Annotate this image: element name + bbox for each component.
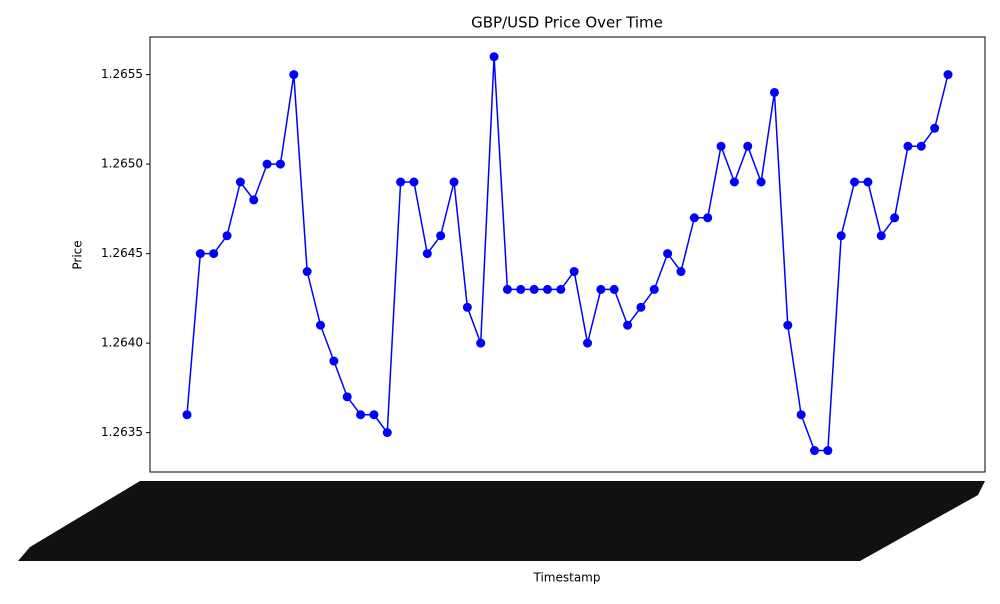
price-marker — [743, 141, 753, 151]
price-marker — [836, 231, 846, 241]
y-axis-label: Price — [71, 240, 85, 269]
price-marker — [676, 267, 686, 277]
y-tick-label: 1.2650 — [101, 157, 143, 171]
price-marker — [302, 267, 312, 277]
price-marker — [209, 249, 219, 259]
price-marker — [356, 410, 366, 420]
price-marker — [809, 446, 819, 456]
price-marker — [823, 446, 833, 456]
price-marker — [182, 410, 192, 420]
price-marker — [623, 320, 633, 330]
price-marker — [649, 284, 659, 294]
price-marker — [569, 267, 579, 277]
price-marker — [382, 428, 392, 438]
price-marker — [195, 249, 205, 259]
price-line — [186, 56, 949, 452]
price-marker — [235, 177, 245, 187]
x-axis-label: Timestamp — [533, 571, 601, 585]
price-marker — [636, 302, 646, 312]
price-marker — [502, 284, 512, 294]
price-marker — [409, 177, 419, 187]
price-marker — [890, 213, 900, 223]
plot-frame — [149, 36, 986, 473]
price-marker — [516, 284, 526, 294]
price-marker — [329, 356, 339, 366]
price-marker — [275, 159, 285, 169]
price-marker — [930, 123, 940, 133]
price-marker — [729, 177, 739, 187]
y-tick-label: 1.2635 — [101, 425, 143, 439]
chart-title: GBP/USD Price Over Time — [471, 14, 663, 32]
price-marker — [596, 284, 606, 294]
price-marker — [796, 410, 806, 420]
price-marker — [542, 284, 552, 294]
price-marker — [249, 195, 259, 205]
price-marker — [716, 141, 726, 151]
price-marker — [783, 320, 793, 330]
y-tick-label: 1.2655 — [101, 67, 143, 81]
price-marker — [369, 410, 379, 420]
price-marker — [756, 177, 766, 187]
price-marker — [396, 177, 406, 187]
price-marker — [449, 177, 459, 187]
price-marker — [609, 284, 619, 294]
price-marker — [342, 392, 352, 402]
price-marker — [703, 213, 713, 223]
price-marker — [943, 70, 953, 80]
price-marker — [222, 231, 232, 241]
price-marker — [769, 87, 779, 97]
price-marker — [583, 338, 593, 348]
price-marker — [863, 177, 873, 187]
price-marker — [850, 177, 860, 187]
price-marker — [476, 338, 486, 348]
price-marker — [489, 52, 499, 62]
price-marker — [876, 231, 886, 241]
price-marker — [556, 284, 566, 294]
price-marker — [689, 213, 699, 223]
price-marker — [916, 141, 926, 151]
price-marker — [462, 302, 472, 312]
price-marker — [663, 249, 673, 259]
price-marker — [316, 320, 326, 330]
y-tick-label: 1.2645 — [101, 246, 143, 260]
price-marker — [903, 141, 913, 151]
y-tick-label: 1.2640 — [101, 336, 143, 350]
price-marker — [529, 284, 539, 294]
x-tick-label-overlap — [18, 481, 985, 561]
price-marker — [262, 159, 272, 169]
price-marker — [422, 249, 432, 259]
price-marker — [289, 70, 299, 80]
price-marker — [436, 231, 446, 241]
